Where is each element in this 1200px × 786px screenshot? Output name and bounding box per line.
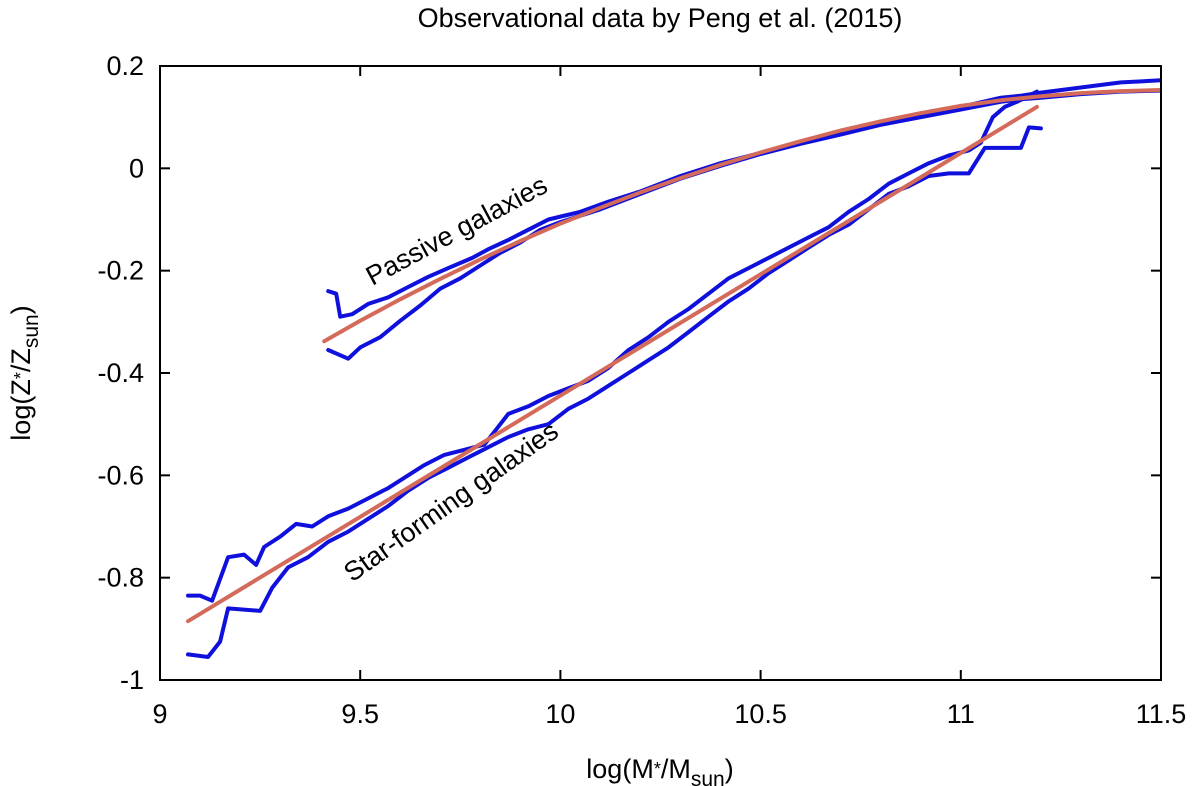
y-tick-label: -0.8 xyxy=(97,563,144,593)
y-tick-label: -0.4 xyxy=(97,358,144,388)
y-axis-label-sub: sun xyxy=(20,314,43,348)
series-line-passive-fit xyxy=(322,88,1161,344)
series-line-passive-upper xyxy=(326,78,1161,319)
y-axis-label-main: log(Z xyxy=(6,379,36,441)
y-tick-label: -1 xyxy=(120,665,144,695)
x-axis-label-main: log(M xyxy=(586,754,654,784)
x-tick-label: 11 xyxy=(947,699,975,729)
x-axis-label-mid: /M xyxy=(661,754,691,784)
series-layer xyxy=(186,78,1161,659)
y-axis-label-end: ) xyxy=(6,305,36,314)
series-line-star-forming-fit xyxy=(186,104,1039,624)
x-tick-label: 10 xyxy=(545,699,575,729)
y-axis: -1 -0.8 -0.6 -0.4 -0.2 0 0.2 xyxy=(97,51,1161,695)
y-tick-label: -0.6 xyxy=(97,460,144,490)
y-axis-label-star: * xyxy=(11,372,31,379)
y-tick-label: 0 xyxy=(129,153,144,183)
x-axis: 9 9.5 10 10.5 11 11.5 xyxy=(152,66,1186,729)
x-tick-label: 11.5 xyxy=(1136,699,1187,729)
series-line-star-forming-upper xyxy=(186,89,1039,603)
x-tick-label: 10.5 xyxy=(734,699,787,729)
y-axis-label: log(Z*/Zsun) xyxy=(6,305,43,440)
x-axis-label: log(M*/Msun) xyxy=(586,754,733,786)
x-axis-label-end: ) xyxy=(725,754,734,784)
x-axis-label-sub: sun xyxy=(691,768,725,786)
series-line-star-forming-lower xyxy=(186,125,1043,659)
x-tick-label: 9.5 xyxy=(341,699,379,729)
x-tick-label: 9 xyxy=(152,699,167,729)
chart-title: Observational data by Peng et al. (2015) xyxy=(418,3,903,33)
plot-frame xyxy=(159,65,1162,681)
y-tick-label: 0.2 xyxy=(106,51,144,81)
x-axis-label-star: * xyxy=(654,759,661,779)
y-axis-label-mid: /Z xyxy=(6,348,36,372)
annotation-star-forming-galaxies: Star-forming galaxies xyxy=(338,416,563,588)
y-tick-label: -0.2 xyxy=(97,256,144,286)
